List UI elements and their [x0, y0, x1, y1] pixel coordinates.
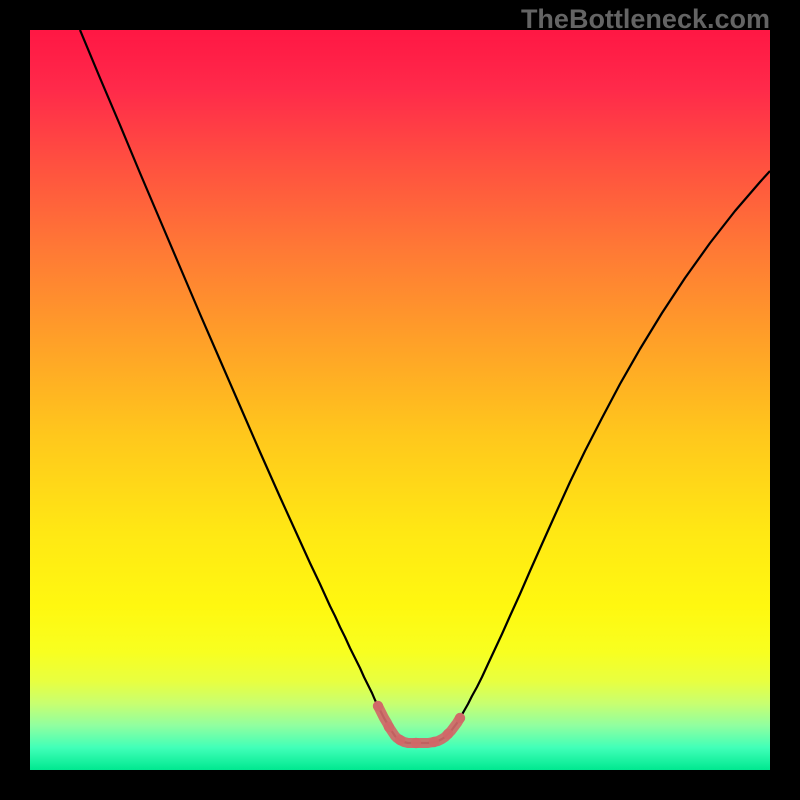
curve-layer [30, 30, 770, 770]
highlight-dot [395, 735, 405, 745]
highlight-dot [411, 738, 421, 748]
bottleneck-curve-left [80, 30, 416, 743]
highlight-dot [429, 737, 439, 747]
watermark-text: TheBottleneck.com [521, 4, 770, 35]
highlight-dot [384, 722, 394, 732]
highlight-dot [443, 729, 453, 739]
bottleneck-curve-right [416, 171, 770, 743]
chart-container: TheBottleneck.com [0, 0, 800, 800]
highlight-dot [373, 701, 383, 711]
highlight-dot [455, 713, 465, 723]
plot-area [30, 30, 770, 770]
